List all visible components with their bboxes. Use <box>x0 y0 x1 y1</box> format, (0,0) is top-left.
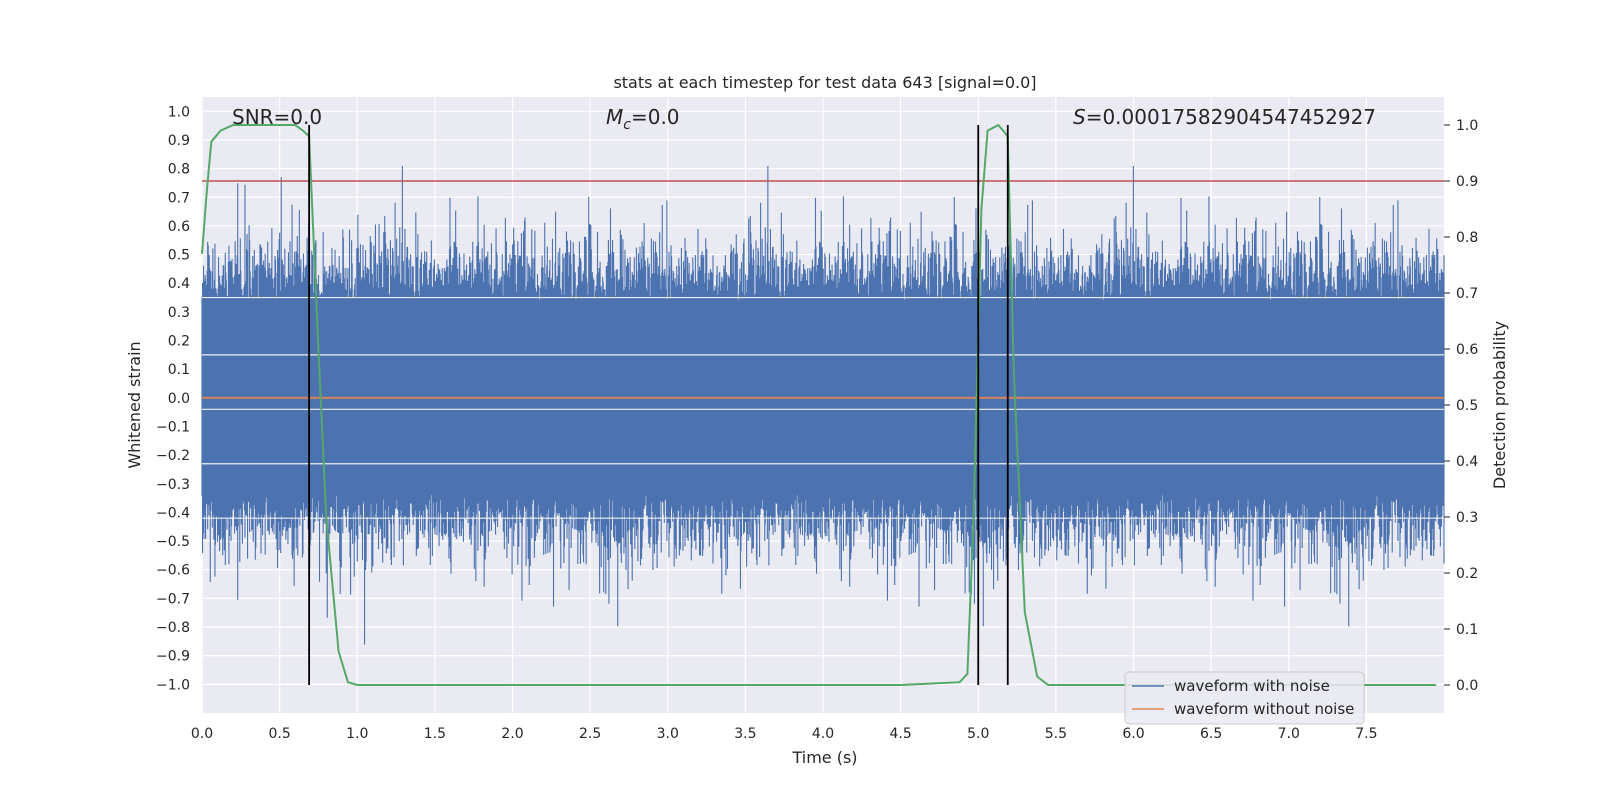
x-tick-label: 5.5 <box>1045 726 1067 742</box>
y-tick-label: −0.4 <box>156 505 190 521</box>
y-axis-label: Whitened strain <box>125 341 144 468</box>
x-tick-label: 6.0 <box>1122 726 1144 742</box>
y-tick-label: 0.7 <box>168 190 190 206</box>
y-tick-label: −1.0 <box>156 677 190 693</box>
s-annotation: S=0.00017582904547452927 <box>1073 105 1376 129</box>
y2-tick-label: 0.6 <box>1456 342 1478 358</box>
y-tick-label: −0.5 <box>156 534 190 550</box>
x-tick-label: 7.0 <box>1278 726 1300 742</box>
y-tick-label: −0.1 <box>156 419 190 435</box>
x-tick-label: 2.0 <box>501 726 523 742</box>
x-tick-label: 2.5 <box>579 726 601 742</box>
y-tick-label: 0.4 <box>168 276 190 292</box>
x-tick-label: 3.5 <box>734 726 756 742</box>
y-tick-label: 0.9 <box>168 133 190 149</box>
y2-tick-label: 0.7 <box>1456 286 1478 302</box>
y-tick-label: −0.9 <box>156 649 190 665</box>
y2-tick-label: 0.4 <box>1456 454 1478 470</box>
x-tick-label: 5.0 <box>967 726 989 742</box>
x-tick-label: 7.5 <box>1355 726 1377 742</box>
y-tick-label: 0.1 <box>168 362 190 378</box>
y2-tick-label: 0.1 <box>1456 622 1478 638</box>
y-tick-label: 0.2 <box>168 334 190 350</box>
legend-label-noise: waveform with noise <box>1174 677 1330 695</box>
x-axis-label: Time (s) <box>791 748 857 767</box>
legend: waveform with noise waveform without noi… <box>1124 671 1365 725</box>
y-tick-label: −0.3 <box>156 477 190 493</box>
y2-tick-label: 0.5 <box>1456 398 1478 414</box>
x-tick-label: 6.5 <box>1200 726 1222 742</box>
x-tick-label: 0.0 <box>191 726 213 742</box>
y2-tick-label: 0.0 <box>1456 678 1478 694</box>
y-tick-label: −0.2 <box>156 448 190 464</box>
y-tick-label: 0.6 <box>168 219 190 235</box>
y2-tick-label: 0.8 <box>1456 230 1478 246</box>
y-tick-label: −0.8 <box>156 620 190 636</box>
x-tick-label: 1.0 <box>346 726 368 742</box>
y2-axis-label: Detection probability <box>1490 321 1509 489</box>
legend-box <box>1124 671 1365 725</box>
x-tick-label: 4.0 <box>812 726 834 742</box>
y2-tick-label: 0.3 <box>1456 510 1478 526</box>
x-tick-label: 4.5 <box>889 726 911 742</box>
y-tick-label: 0.8 <box>168 162 190 178</box>
y2-tick-label: 0.2 <box>1456 566 1478 582</box>
x-tick-label: 0.5 <box>268 726 290 742</box>
chart-title: stats at each timestep for test data 643… <box>613 73 1036 92</box>
series-detection-probability <box>201 123 1437 686</box>
snr-annotation: SNR=0.0 <box>232 105 322 129</box>
x-tick-label: 1.5 <box>424 726 446 742</box>
y-tick-label: 1.0 <box>168 104 190 120</box>
y-tick-label: 0.0 <box>168 391 190 407</box>
x-tick-label: 3.0 <box>657 726 679 742</box>
y2-tick-label: 1.0 <box>1456 118 1478 134</box>
y-tick-label: −0.6 <box>156 563 190 579</box>
y-tick-label: −0.7 <box>156 591 190 607</box>
chirp-mass-annotation: Mc=0.0 <box>606 105 680 133</box>
y2-tick-label: 0.9 <box>1456 174 1478 190</box>
y-tick-label: 0.5 <box>168 248 190 264</box>
y-tick-label: 0.3 <box>168 305 190 321</box>
legend-label-clean: waveform without noise <box>1174 700 1354 718</box>
